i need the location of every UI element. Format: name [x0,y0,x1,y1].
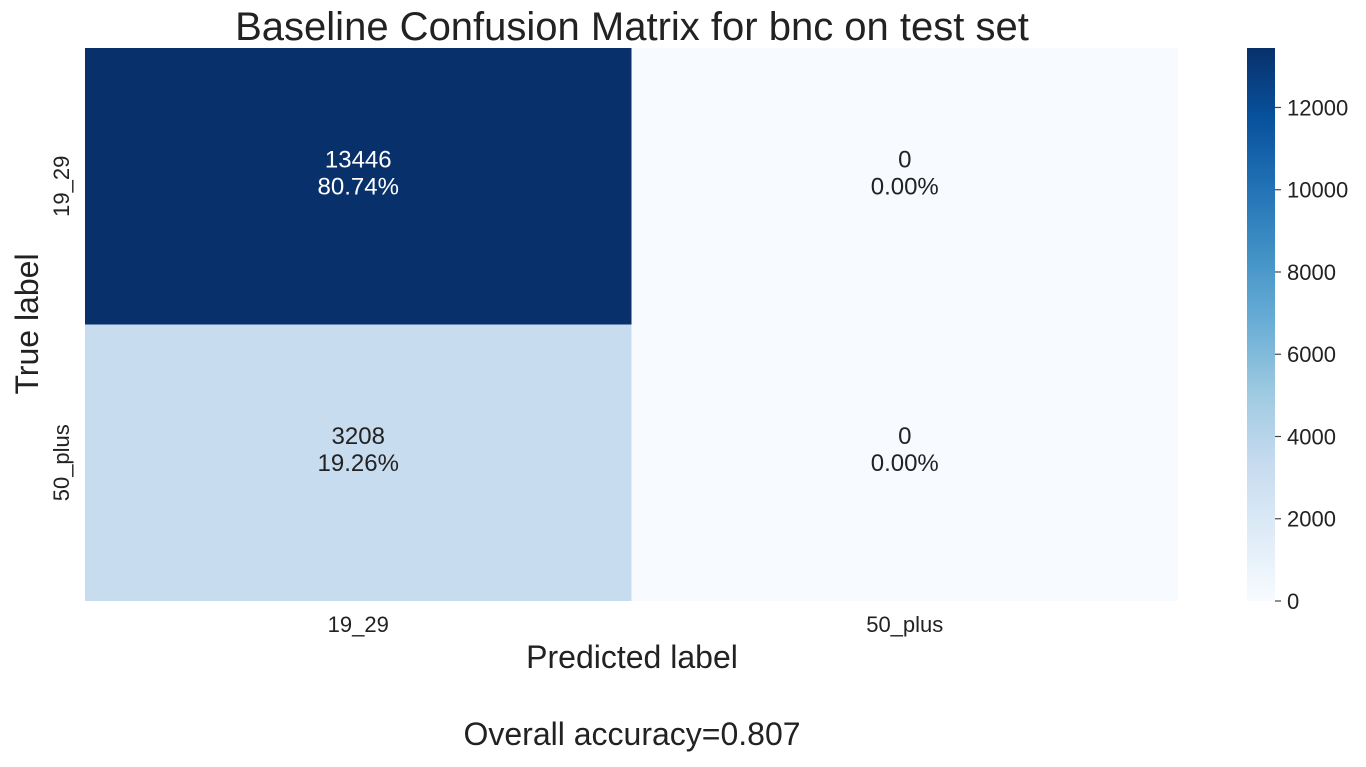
cell-count-r0-c1: 0 [898,146,911,173]
chart-title: Baseline Confusion Matrix for bnc on tes… [235,5,1029,49]
column-tick-label-0: 19_29 [328,612,389,637]
colorbar-tick-label-6: 12000 [1287,95,1348,120]
cell-count-r0-c0: 13446 [325,146,392,173]
colorbar [1247,48,1275,601]
row-tick-label-0: 19_29 [49,156,74,217]
cell-percent-r1-c0: 19.26% [318,450,399,477]
cell-count-r1-c0: 3208 [332,423,385,450]
cell-percent-r0-c1: 0.00% [871,173,939,200]
cell-count-r1-c1: 0 [898,423,911,450]
column-tick-labels: 19_29 50_plus [328,612,944,637]
row-tick-labels: 19_29 50_plus [49,156,74,502]
cell-percent-r0-c0: 80.74% [318,173,399,200]
overall-accuracy-text: Overall accuracy=0.807 [463,716,800,752]
colorbar-tick-label-3: 6000 [1287,342,1336,367]
colorbar-tick-label-4: 8000 [1287,260,1336,285]
colorbar-tick-label-1: 2000 [1287,507,1336,532]
colorbar-tick-label-5: 10000 [1287,178,1348,203]
colorbar-tick-label-0: 0 [1287,589,1299,614]
heatmap-cell-r0-c0 [85,48,632,325]
x-axis-label: Predicted label [526,639,738,675]
heatmap-cell-r1-c1 [631,324,1178,601]
colorbar-ticks: 0 2000 4000 6000 8000 10000 12000 [1275,95,1348,614]
heatmap-cell-r0-c1 [631,48,1178,325]
row-tick-label-1: 50_plus [49,424,74,501]
y-axis-label: True label [9,253,45,394]
colorbar-tick-label-2: 4000 [1287,424,1336,449]
column-tick-label-1: 50_plus [866,612,943,637]
cell-percent-r1-c1: 0.00% [871,450,939,477]
heatmap-cell-r1-c0 [85,324,632,601]
